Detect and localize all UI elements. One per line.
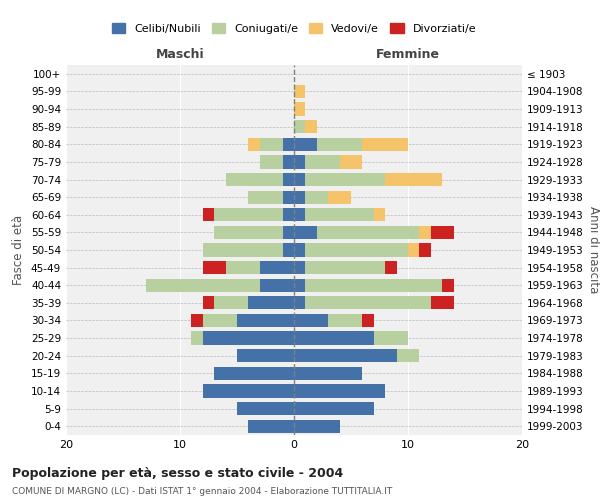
Bar (146, 278, 260, 292)
Bar (191, 332, 203, 344)
Bar (294, 349, 397, 362)
Bar (283, 226, 294, 239)
Bar (294, 332, 374, 344)
Bar (283, 244, 294, 256)
Bar (283, 208, 294, 222)
Bar (317, 226, 419, 239)
Bar (374, 208, 385, 222)
Bar (305, 261, 385, 274)
Bar (203, 332, 294, 344)
Bar (408, 244, 419, 256)
Bar (419, 244, 431, 256)
Bar (214, 226, 283, 239)
Bar (305, 208, 374, 222)
Bar (294, 208, 305, 222)
Bar (305, 278, 442, 292)
Bar (260, 261, 294, 274)
Bar (385, 261, 397, 274)
Bar (203, 314, 237, 327)
Bar (305, 296, 431, 310)
Bar (305, 120, 317, 134)
Bar (294, 384, 385, 398)
Bar (385, 173, 442, 186)
Bar (431, 226, 454, 239)
Bar (248, 138, 260, 151)
Bar (283, 156, 294, 168)
Bar (305, 244, 408, 256)
Bar (260, 156, 283, 168)
Bar (419, 226, 431, 239)
Text: Maschi: Maschi (155, 48, 205, 62)
Bar (442, 278, 454, 292)
Bar (294, 120, 305, 134)
Bar (294, 102, 305, 116)
Bar (203, 384, 294, 398)
Bar (294, 173, 305, 186)
Bar (294, 85, 305, 98)
Bar (294, 314, 328, 327)
Bar (294, 138, 317, 151)
Bar (237, 314, 294, 327)
Bar (374, 332, 408, 344)
Bar (226, 261, 260, 274)
Bar (203, 261, 226, 274)
Bar (248, 190, 283, 204)
Bar (260, 278, 294, 292)
Bar (203, 296, 214, 310)
Bar (203, 208, 214, 222)
Bar (362, 138, 408, 151)
Bar (203, 244, 283, 256)
Y-axis label: Anni di nascita: Anni di nascita (587, 206, 600, 294)
Text: COMUNE DI MARGNO (LC) - Dati ISTAT 1° gennaio 2004 - Elaborazione TUTTITALIA.IT: COMUNE DI MARGNO (LC) - Dati ISTAT 1° ge… (12, 488, 392, 496)
Bar (294, 366, 362, 380)
Legend: Celibi/Nubili, Coniugati/e, Vedovi/e, Divorziati/e: Celibi/Nubili, Coniugati/e, Vedovi/e, Di… (107, 19, 481, 38)
Bar (191, 314, 203, 327)
Bar (214, 296, 248, 310)
Bar (283, 138, 294, 151)
Bar (294, 226, 317, 239)
Bar (305, 156, 340, 168)
Text: Popolazione per età, sesso e stato civile - 2004: Popolazione per età, sesso e stato civil… (12, 468, 343, 480)
Bar (328, 190, 351, 204)
Bar (226, 173, 283, 186)
Bar (328, 314, 362, 327)
Bar (283, 173, 294, 186)
Bar (305, 190, 328, 204)
Bar (248, 420, 294, 433)
Bar (294, 244, 305, 256)
Bar (397, 349, 419, 362)
Bar (305, 173, 385, 186)
Bar (294, 402, 374, 415)
Bar (214, 208, 283, 222)
Bar (362, 314, 374, 327)
Y-axis label: Fasce di età: Fasce di età (13, 215, 25, 285)
Bar (294, 190, 305, 204)
Bar (248, 296, 294, 310)
Bar (214, 366, 294, 380)
Bar (237, 402, 294, 415)
Bar (294, 278, 305, 292)
Bar (431, 296, 454, 310)
Bar (294, 296, 305, 310)
Bar (260, 138, 283, 151)
Bar (294, 420, 340, 433)
Bar (294, 156, 305, 168)
Bar (340, 156, 362, 168)
Bar (317, 138, 362, 151)
Bar (294, 261, 305, 274)
Bar (283, 190, 294, 204)
Bar (237, 349, 294, 362)
Text: Femmine: Femmine (376, 48, 440, 62)
